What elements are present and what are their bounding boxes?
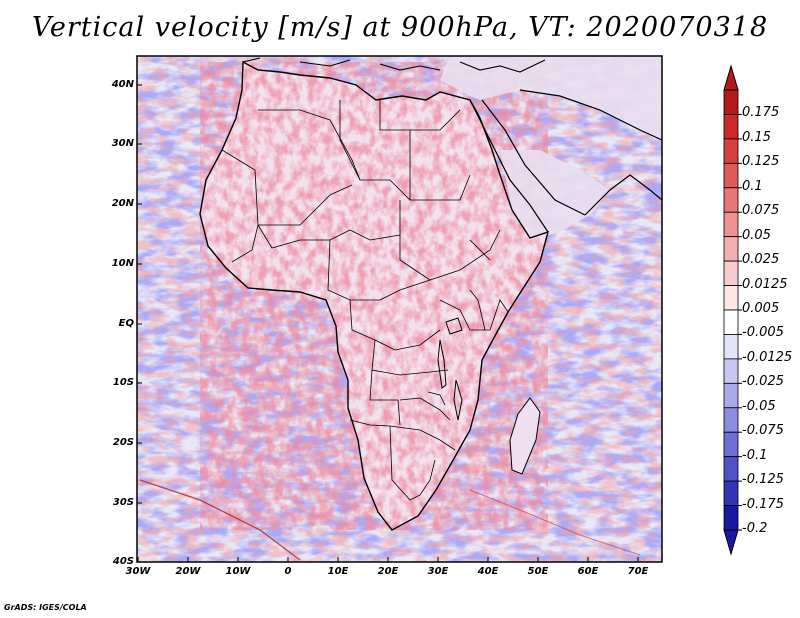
africa-coastline bbox=[199, 60, 550, 531]
colorbar-swatch bbox=[723, 236, 739, 262]
colorbar-arrow-top bbox=[723, 64, 739, 91]
colorbar-label: 0.15 bbox=[742, 129, 771, 145]
map-title: Vertical velocity [m/s] at 900hPa, VT: 2… bbox=[31, 12, 769, 43]
colorbar-label: 0.075 bbox=[742, 203, 780, 219]
colorbar-swatch bbox=[723, 162, 739, 189]
colorbar-label: 0.005 bbox=[742, 301, 780, 316]
colorbar-swatch bbox=[723, 407, 739, 433]
colorbar-label: -0.2 bbox=[742, 521, 768, 536]
colorbar-arrow-bottom bbox=[723, 529, 739, 556]
colorbar-swatch bbox=[723, 431, 739, 458]
lon-label-10w: 10W bbox=[225, 566, 251, 577]
lat-label-30n: 30N bbox=[111, 138, 134, 149]
lon-label-30w: 30W bbox=[125, 566, 151, 577]
lake-victoria bbox=[445, 317, 463, 335]
colorbar-swatch bbox=[723, 505, 739, 531]
lat-label-30s: 30S bbox=[112, 497, 134, 508]
lon-label-20e: 20E bbox=[377, 566, 399, 577]
colorbar-label: -0.1 bbox=[742, 447, 768, 463]
lat-label-eq: EQ bbox=[118, 318, 134, 329]
colorbar-swatch bbox=[723, 89, 739, 115]
colorbar-label: 0.025 bbox=[742, 252, 780, 268]
colorbar-swatch bbox=[723, 211, 739, 238]
colorbar-label: -0.05 bbox=[742, 398, 776, 414]
colorbar-swatch bbox=[723, 138, 739, 164]
colorbar-label: -0.125 bbox=[742, 472, 784, 488]
lat-label-20n: 20N bbox=[111, 198, 134, 209]
colorbar-swatch bbox=[723, 285, 739, 311]
red-sea-coast bbox=[469, 99, 586, 233]
colorbar-label: 0.05 bbox=[742, 227, 771, 243]
lon-label-20w: 20W bbox=[175, 566, 201, 577]
colorbar-label: -0.175 bbox=[742, 496, 784, 512]
grads-credit: GrADS: IGES/COLA bbox=[4, 603, 87, 612]
colorbar-swatch bbox=[723, 382, 739, 409]
lake-malawi bbox=[453, 379, 463, 421]
colorbar-label: -0.0125 bbox=[742, 349, 793, 365]
colorbar-swatch bbox=[723, 334, 739, 360]
lon-label-10e: 10E bbox=[327, 566, 349, 577]
colorbar-label: 0.0125 bbox=[742, 276, 788, 292]
lat-label-10n: 10N bbox=[111, 258, 134, 269]
arabia-coast bbox=[519, 89, 662, 216]
colorbar-swatch bbox=[723, 480, 739, 506]
europe-coast bbox=[242, 57, 546, 73]
colorbar-swatch bbox=[723, 260, 739, 286]
colorbar-label: -0.005 bbox=[742, 325, 784, 341]
plot-frame bbox=[136, 55, 663, 563]
lon-label-70e: 70E bbox=[627, 566, 649, 577]
colorbar bbox=[723, 64, 742, 556]
colorbar-swatch bbox=[723, 187, 739, 213]
southern-ocean-streak-2 bbox=[469, 489, 641, 556]
lat-label-20s: 20S bbox=[112, 437, 134, 448]
colorbar-label: 0.1 bbox=[742, 178, 763, 194]
lon-label-30e: 30E bbox=[427, 566, 449, 577]
colorbar-label: -0.075 bbox=[742, 423, 784, 439]
colorbar-label: 0.175 bbox=[742, 105, 780, 121]
lon-label-50e: 50E bbox=[527, 566, 549, 577]
colorbar-swatch bbox=[723, 456, 739, 482]
lat-label-40s: 40S bbox=[112, 556, 134, 567]
southern-ocean-streak bbox=[139, 479, 301, 561]
country-borders bbox=[221, 100, 509, 501]
lon-label-60e: 60E bbox=[577, 566, 599, 577]
colorbar-label: -0.025 bbox=[742, 374, 784, 390]
lat-label-40n: 40N bbox=[111, 79, 134, 90]
lat-label-10s: 10S bbox=[112, 377, 134, 388]
madagascar bbox=[509, 397, 541, 475]
colorbar-label: 0.125 bbox=[742, 154, 780, 170]
africa-texture bbox=[200, 62, 548, 530]
colorbar-swatch bbox=[723, 309, 739, 335]
lon-label-40e: 40E bbox=[477, 566, 499, 577]
axis-ticks bbox=[137, 84, 639, 562]
colorbar-swatch bbox=[723, 358, 739, 384]
colorbar-swatch bbox=[723, 114, 739, 140]
lake-tanganyika bbox=[437, 339, 447, 389]
lon-label-0: 0 bbox=[284, 566, 292, 577]
